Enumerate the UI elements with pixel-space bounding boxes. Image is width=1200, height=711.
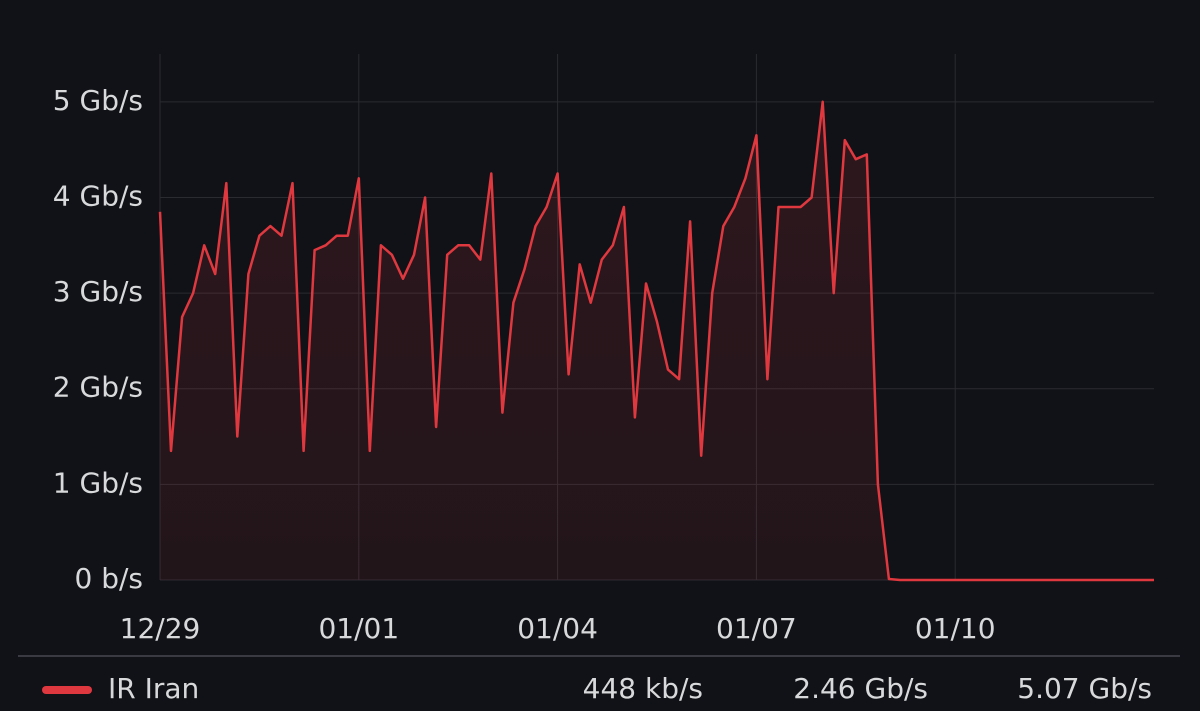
y-tick-label: 4 Gb/s xyxy=(53,179,143,212)
legend-stat: 2.46 Gb/s xyxy=(793,672,928,705)
legend-label: IR Iran xyxy=(108,672,199,705)
legend-stat: 5.07 Gb/s xyxy=(1017,672,1152,705)
y-tick-label: 0 b/s xyxy=(74,562,143,595)
line xyxy=(158,100,1154,582)
x-tick-label: 01/07 xyxy=(716,612,797,645)
y-tick-label: 2 Gb/s xyxy=(53,371,143,404)
y-tick-label: 3 Gb/s xyxy=(53,275,143,308)
y-tick-label: 1 Gb/s xyxy=(53,466,143,499)
legend-stat: 448 kb/s xyxy=(583,672,703,705)
y-tick-label: 5 Gb/s xyxy=(53,84,143,117)
x-tick-label: 12/29 xyxy=(120,612,201,645)
area xyxy=(160,101,1154,581)
x-tick-label: 01/10 xyxy=(915,612,996,645)
x-tick-label: 01/01 xyxy=(318,612,399,645)
x-tick-label: 01/04 xyxy=(517,612,598,645)
